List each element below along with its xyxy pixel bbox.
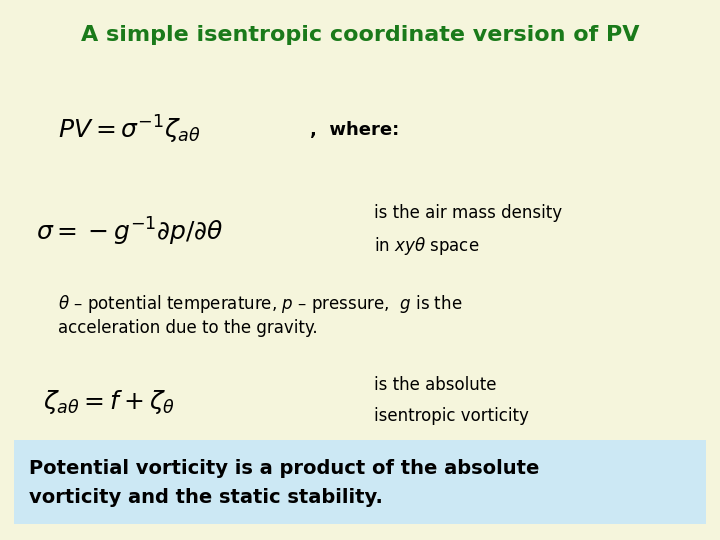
Text: A simple isentropic coordinate version of PV: A simple isentropic coordinate version o… bbox=[81, 25, 639, 45]
Text: isentropic vorticity: isentropic vorticity bbox=[374, 407, 529, 425]
Text: is the air mass density: is the air mass density bbox=[374, 204, 562, 222]
Text: vorticity and the static stability.: vorticity and the static stability. bbox=[29, 488, 382, 508]
FancyBboxPatch shape bbox=[14, 440, 706, 524]
Text: $\zeta_{a\theta} = f + \zeta_{\theta}$: $\zeta_{a\theta} = f + \zeta_{\theta}$ bbox=[43, 388, 175, 416]
Text: in $xy\theta$ space: in $xy\theta$ space bbox=[374, 235, 480, 256]
Text: $\sigma = -g^{-1}\partial p/\partial\theta$: $\sigma = -g^{-1}\partial p/\partial\the… bbox=[36, 216, 224, 248]
Text: acceleration due to the gravity.: acceleration due to the gravity. bbox=[58, 319, 318, 337]
Text: Potential vorticity is a product of the absolute: Potential vorticity is a product of the … bbox=[29, 459, 539, 478]
Text: is the absolute: is the absolute bbox=[374, 376, 497, 394]
Text: $\theta$ – potential temperature, $p$ – pressure,  $g$ is the: $\theta$ – potential temperature, $p$ – … bbox=[58, 293, 462, 315]
Text: $PV = \sigma^{-1}\zeta_{a\theta}$: $PV = \sigma^{-1}\zeta_{a\theta}$ bbox=[58, 113, 201, 146]
Text: ,  where:: , where: bbox=[310, 120, 399, 139]
